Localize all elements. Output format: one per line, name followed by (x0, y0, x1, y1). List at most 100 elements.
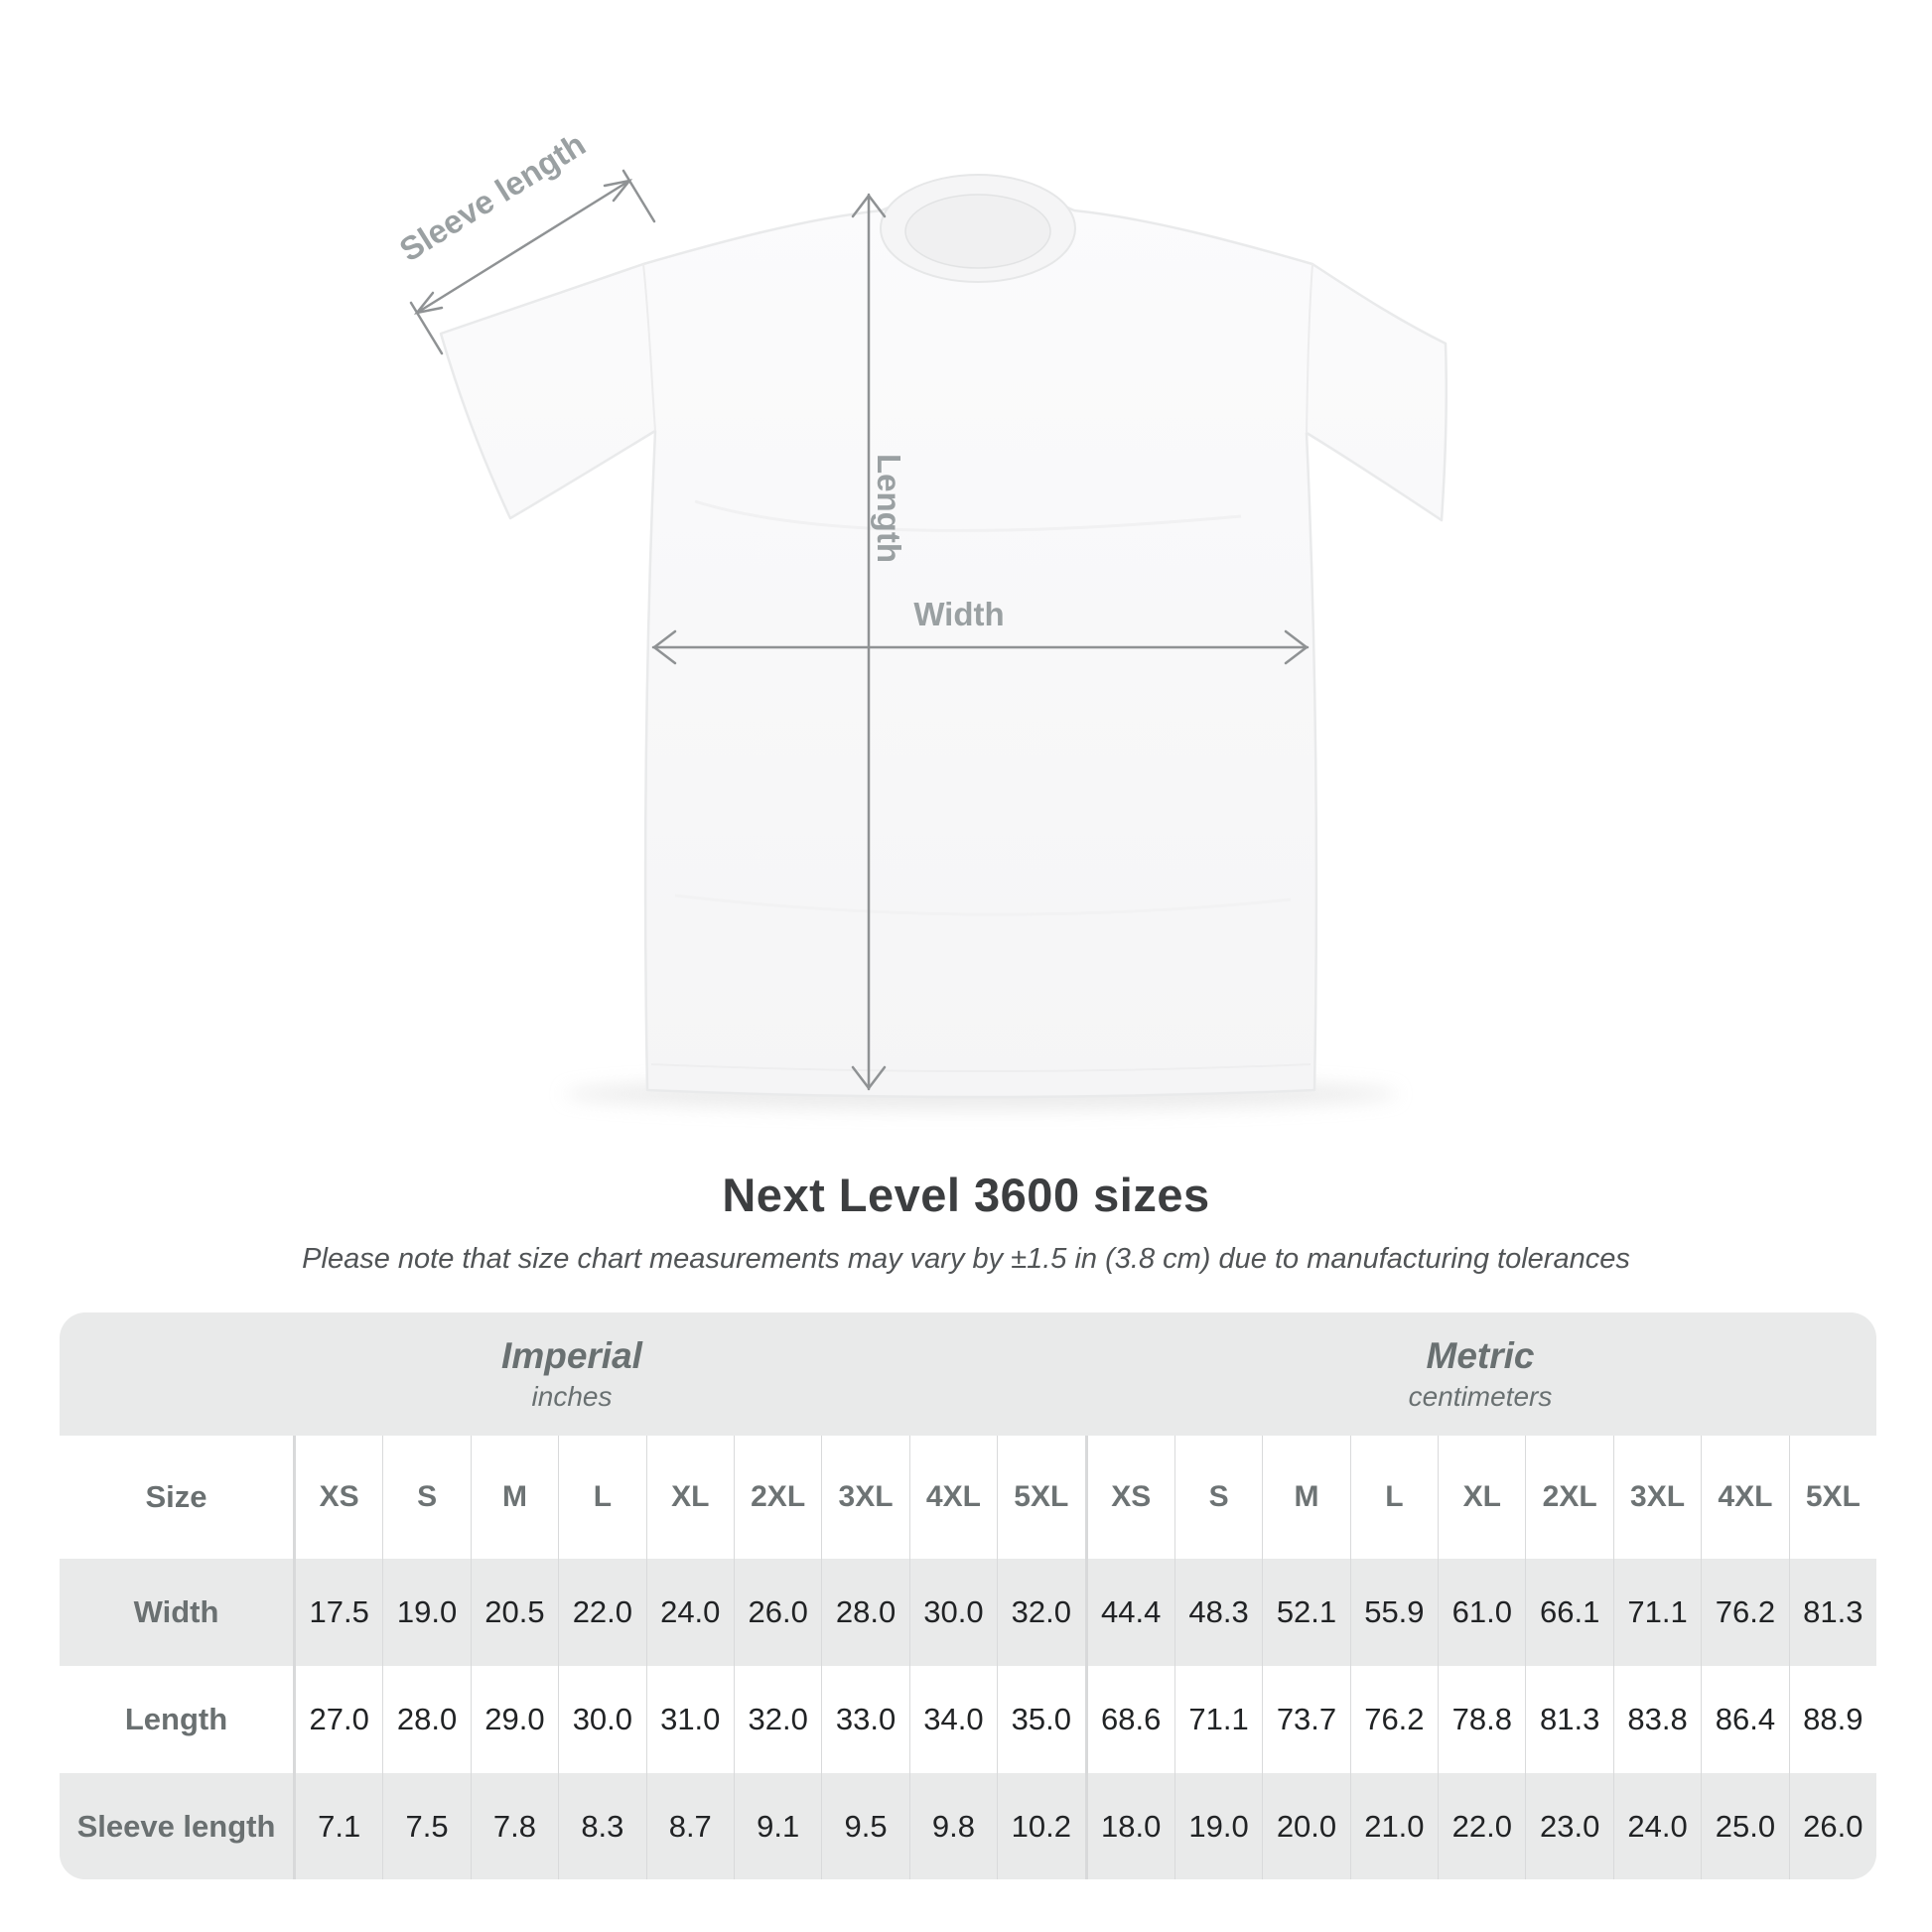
tshirt-diagram: Sleeve length Length Width (393, 125, 1449, 1110)
size-value-cell: 61.0 (1438, 1559, 1525, 1666)
size-value-cell: 8.3 (558, 1773, 645, 1879)
unit-group-metric: Metric centimeters (1084, 1312, 1876, 1436)
size-column-header: 5XL (997, 1436, 1084, 1559)
size-column-header: 5XL (1788, 1436, 1876, 1559)
size-value-cell: 83.8 (1612, 1666, 1701, 1773)
size-value-cell: 30.0 (558, 1666, 645, 1773)
width-arrow (651, 629, 1310, 665)
size-column-header: S (1173, 1436, 1262, 1559)
size-value-cell: 22.0 (558, 1559, 645, 1666)
tshirt-body (439, 187, 1449, 1099)
sleeve-length-arrow (409, 169, 656, 355)
size-value-cell: 33.0 (821, 1666, 908, 1773)
size-value-cell: 76.2 (1349, 1666, 1438, 1773)
size-value-cell: 20.5 (470, 1559, 558, 1666)
width-label: Width (913, 596, 1004, 632)
tshirt-illustration (439, 174, 1449, 1099)
size-value-cell: 17.5 (293, 1559, 382, 1666)
collar-inner (904, 194, 1051, 269)
size-column-header: M (1262, 1436, 1349, 1559)
size-value-cell: 7.5 (382, 1773, 470, 1879)
size-value-cell: 23.0 (1525, 1773, 1612, 1879)
size-value-cell: 10.2 (997, 1773, 1084, 1879)
length-label: Length (871, 454, 907, 563)
size-value-cell: 73.7 (1262, 1666, 1349, 1773)
size-column-header: XS (293, 1436, 382, 1559)
size-value-cell: 7.1 (293, 1773, 382, 1879)
size-column-header: 2XL (1525, 1436, 1612, 1559)
size-value-cell: 34.0 (908, 1666, 997, 1773)
size-value-cell: 9.8 (908, 1773, 997, 1879)
size-value-cell: 86.4 (1701, 1666, 1788, 1773)
row-label-cell: Width (133, 1594, 219, 1629)
size-column-header: M (470, 1436, 558, 1559)
size-value-cell: 24.0 (1612, 1773, 1701, 1879)
size-value-cell: 76.2 (1701, 1559, 1788, 1666)
size-value-cell: 26.0 (733, 1559, 821, 1666)
measurement-row-width: Width 17.5 19.0 20.5 22.0 24.0 26.0 28.0 30.0 32.… (60, 1559, 1876, 1666)
size-value-cell: 21.0 (1349, 1773, 1438, 1879)
left-sleeve-seam (642, 263, 656, 432)
size-column-header: L (1349, 1436, 1438, 1559)
page-subtitle: Please note that size chart measurements… (302, 1243, 1630, 1275)
size-value-cell: 71.1 (1612, 1559, 1701, 1666)
size-column-header: XL (645, 1436, 734, 1559)
measurement-row-length: Length 27.0 28.0 29.0 30.0 31.0 32.0 33.0 34.0 35… (60, 1666, 1876, 1773)
size-value-cell: 24.0 (645, 1559, 734, 1666)
size-value-cell: 7.8 (470, 1773, 558, 1879)
size-value-cell: 18.0 (1084, 1773, 1174, 1879)
sleeve-length-label: Sleeve length (393, 125, 592, 268)
size-value-cell: 29.0 (470, 1666, 558, 1773)
size-header-row: Size XS S M L XL 2XL 3XL 4XL 5XL XS S M L XL 2XL 3XL 4XL 5… (60, 1436, 1876, 1559)
imperial-unit-label: inches (531, 1380, 613, 1412)
unit-group-imperial: Imperial inches (60, 1312, 1084, 1436)
size-value-cell: 81.3 (1525, 1666, 1612, 1773)
size-chart-panel: Imperial inches Metric centimeters Size X… (60, 1312, 1876, 1879)
size-column-header: XL (1438, 1436, 1525, 1559)
measurement-row-sleeve-length: Sleeve length 7.1 7.5 7.8 8.3 8.7 9.1 9.5 9.8 10.… (60, 1773, 1876, 1879)
size-value-cell: 44.4 (1084, 1559, 1174, 1666)
size-table: Size XS S M L XL 2XL 3XL 4XL 5XL XS S M L XL 2XL 3XL 4XL 5… (60, 1436, 1876, 1879)
size-value-cell: 55.9 (1349, 1559, 1438, 1666)
size-column-header: L (558, 1436, 645, 1559)
size-corner-cell: Size (145, 1479, 207, 1514)
size-column-header: 2XL (733, 1436, 821, 1559)
size-value-cell: 88.9 (1788, 1666, 1876, 1773)
size-value-cell: 22.0 (1438, 1773, 1525, 1879)
chest-wrinkle (694, 499, 1242, 532)
size-value-cell: 25.0 (1701, 1773, 1788, 1879)
size-column-header: XS (1084, 1436, 1174, 1559)
metric-label: Metric (1426, 1334, 1535, 1376)
row-label-cell: Length (124, 1702, 228, 1736)
size-column-header: 4XL (908, 1436, 997, 1559)
page-title: Next Level 3600 sizes (722, 1169, 1210, 1221)
size-value-cell: 20.0 (1262, 1773, 1349, 1879)
size-value-cell: 8.7 (645, 1773, 734, 1879)
size-value-cell: 19.0 (382, 1559, 470, 1666)
size-value-cell: 28.0 (821, 1559, 908, 1666)
size-column-header: 3XL (1612, 1436, 1701, 1559)
size-value-cell: 32.0 (997, 1559, 1084, 1666)
imperial-label: Imperial (501, 1334, 642, 1376)
size-value-cell: 19.0 (1173, 1773, 1262, 1879)
size-value-cell: 31.0 (645, 1666, 734, 1773)
hem-seam (650, 1063, 1311, 1072)
size-value-cell: 9.1 (733, 1773, 821, 1879)
size-value-cell: 30.0 (908, 1559, 997, 1666)
size-value-cell: 9.5 (821, 1773, 908, 1879)
size-value-cell: 66.1 (1525, 1559, 1612, 1666)
size-value-cell: 81.3 (1788, 1559, 1876, 1666)
size-column-header: S (382, 1436, 470, 1559)
length-arrow (851, 193, 887, 1091)
unit-header-row: Imperial inches Metric centimeters (60, 1312, 1876, 1436)
size-value-cell: 28.0 (382, 1666, 470, 1773)
size-value-cell: 48.3 (1173, 1559, 1262, 1666)
size-value-cell: 32.0 (733, 1666, 821, 1773)
row-label-cell: Sleeve length (76, 1808, 276, 1844)
size-value-cell: 35.0 (997, 1666, 1084, 1773)
size-value-cell: 78.8 (1438, 1666, 1525, 1773)
size-value-cell: 27.0 (293, 1666, 382, 1773)
size-column-header: 3XL (821, 1436, 908, 1559)
metric-unit-label: centimeters (1408, 1380, 1553, 1412)
